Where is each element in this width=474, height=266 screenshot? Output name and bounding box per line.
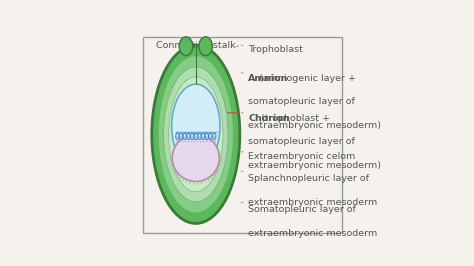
Ellipse shape [184, 135, 185, 136]
Ellipse shape [172, 84, 220, 168]
Text: extraembryonic mesoderm): extraembryonic mesoderm) [248, 161, 381, 170]
Ellipse shape [176, 133, 179, 140]
Ellipse shape [191, 135, 193, 136]
Ellipse shape [188, 135, 189, 136]
Text: Amniotic
cavity: Amniotic cavity [173, 94, 218, 115]
Ellipse shape [179, 37, 193, 56]
Ellipse shape [202, 135, 204, 136]
Ellipse shape [152, 45, 240, 223]
Ellipse shape [205, 133, 209, 140]
Ellipse shape [191, 133, 194, 140]
Ellipse shape [199, 37, 212, 56]
Ellipse shape [164, 67, 228, 202]
Ellipse shape [209, 133, 212, 140]
Text: Amnion: Amnion [248, 74, 288, 83]
Text: Somatopleuric layer of: Somatopleuric layer of [248, 205, 356, 214]
Text: Secondary
yolk sac: Secondary yolk sac [169, 148, 222, 170]
Ellipse shape [183, 133, 186, 140]
Text: Chorion: Chorion [248, 114, 290, 123]
Text: Extraembryonic celom: Extraembryonic celom [248, 152, 356, 161]
Ellipse shape [214, 135, 215, 136]
Ellipse shape [198, 133, 201, 140]
Text: extraembryonic mesoderm): extraembryonic mesoderm) [248, 121, 381, 130]
Text: extraembryonic mesoderm: extraembryonic mesoderm [248, 198, 377, 207]
Text: somatopleuric layer of: somatopleuric layer of [248, 97, 355, 106]
Ellipse shape [199, 135, 200, 136]
Ellipse shape [201, 133, 205, 140]
Ellipse shape [210, 135, 211, 136]
Ellipse shape [195, 135, 196, 136]
Text: Trophoblast: Trophoblast [248, 45, 303, 54]
Ellipse shape [169, 77, 223, 192]
Ellipse shape [206, 135, 208, 136]
Ellipse shape [177, 135, 178, 136]
Ellipse shape [194, 133, 198, 140]
Text: Connecting stalk: Connecting stalk [156, 41, 236, 50]
Ellipse shape [181, 135, 182, 136]
Text: Splanchnopleuric layer of: Splanchnopleuric layer of [248, 174, 369, 183]
Ellipse shape [179, 133, 183, 140]
Ellipse shape [187, 133, 190, 140]
Text: (amniogenic layer +: (amniogenic layer + [256, 74, 356, 83]
Ellipse shape [212, 133, 216, 140]
Text: somatopleuric layer of: somatopleuric layer of [248, 138, 355, 146]
Text: extraembryonic mesoderm: extraembryonic mesoderm [248, 228, 377, 238]
Text: (trophoblast +: (trophoblast + [258, 114, 330, 123]
Ellipse shape [158, 56, 234, 213]
Ellipse shape [172, 134, 219, 181]
